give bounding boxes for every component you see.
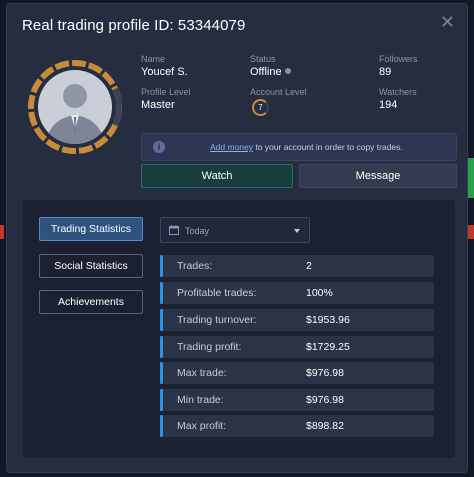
tab-trading-statistics[interactable]: Trading Statistics [39, 217, 143, 241]
status-field: Status Offline [250, 54, 291, 78]
stat-row-max-trade: Max trade: $976.98 [160, 362, 434, 384]
dialog-title: Real trading profile ID: 53344079 [22, 17, 246, 34]
person-silhouette-icon [45, 84, 105, 144]
stat-accent-bar [160, 282, 163, 304]
stat-label: Trades: [177, 260, 213, 272]
stat-value: $898.82 [306, 420, 344, 432]
stat-row-trades: Trades: 2 [160, 255, 434, 277]
stat-label: Trading profit: [177, 341, 242, 353]
stat-value: 2 [306, 260, 312, 272]
stat-accent-bar [160, 336, 163, 358]
level-progress-ring [28, 60, 122, 154]
avatar [27, 59, 123, 155]
stat-label: Max trade: [177, 367, 227, 379]
background-chart-edge [468, 158, 474, 198]
chevron-down-icon [294, 229, 300, 233]
stat-label: Profitable trades: [177, 287, 257, 299]
stat-accent-bar [160, 309, 163, 331]
statistics-panel: Trading Statistics Social Statistics Ach… [23, 200, 455, 458]
add-money-link[interactable]: Add money [210, 142, 253, 152]
watchers-value: 194 [379, 99, 398, 111]
followers-value: 89 [379, 66, 392, 78]
stat-accent-bar [160, 362, 163, 384]
stat-row-profitable-trades: Profitable trades: 100% [160, 282, 434, 304]
banner-message: to your account in order to copy trades. [253, 142, 403, 152]
stat-row-trading-profit: Trading profit: $1729.25 [160, 336, 434, 358]
add-money-banner: i Add money to your account in order to … [141, 133, 457, 161]
followers-field: Followers 89 [379, 54, 418, 78]
period-select[interactable]: Today [160, 217, 310, 243]
profile-level-field: Profile Level Master [141, 87, 191, 111]
close-icon[interactable]: ✕ [439, 12, 455, 32]
stat-value: $976.98 [306, 367, 344, 379]
profile-dialog: Real trading profile ID: 53344079 ✕ Name… [6, 3, 468, 473]
stat-accent-bar [160, 415, 163, 437]
account-level-label: Account Level [250, 87, 307, 97]
info-icon: i [153, 141, 165, 153]
status-label: Status [250, 54, 276, 64]
stat-accent-bar [160, 255, 163, 277]
stat-value: $1953.96 [306, 314, 350, 326]
period-select-value: Today [185, 226, 210, 236]
status-value: Offline [250, 66, 282, 78]
tab-achievements[interactable]: Achievements [39, 290, 143, 314]
stat-accent-bar [160, 389, 163, 411]
tab-social-statistics[interactable]: Social Statistics [39, 254, 143, 278]
followers-label: Followers [379, 54, 418, 64]
account-level-field: Account Level 7 [250, 87, 307, 116]
stat-value: $976.98 [306, 394, 344, 406]
account-level-badge: 7 [252, 99, 269, 116]
stat-value: 100% [306, 287, 333, 299]
watchers-label: Watchers [379, 87, 417, 97]
stat-label: Trading turnover: [177, 314, 257, 326]
background-chart-edge-red [468, 225, 474, 239]
profile-level-value: Master [141, 99, 175, 111]
background-chart-edge-red-left [0, 225, 4, 239]
name-field: Name Youcef S. [141, 54, 188, 78]
profile-level-label: Profile Level [141, 87, 191, 97]
stat-row-trading-turnover: Trading turnover: $1953.96 [160, 309, 434, 331]
watch-button[interactable]: Watch [141, 164, 293, 188]
stat-row-min-trade: Min trade: $976.98 [160, 389, 434, 411]
stat-value: $1729.25 [306, 341, 350, 353]
calendar-icon [169, 225, 179, 235]
banner-text: Add money to your account in order to co… [210, 142, 403, 152]
stat-label: Max profit: [177, 420, 227, 432]
watchers-field: Watchers 194 [379, 87, 417, 111]
stat-label: Min trade: [177, 394, 224, 406]
name-label: Name [141, 54, 166, 64]
stat-row-max-profit: Max profit: $898.82 [160, 415, 434, 437]
name-value: Youcef S. [141, 66, 188, 78]
status-dot-icon [284, 68, 291, 74]
message-button[interactable]: Message [299, 164, 457, 188]
